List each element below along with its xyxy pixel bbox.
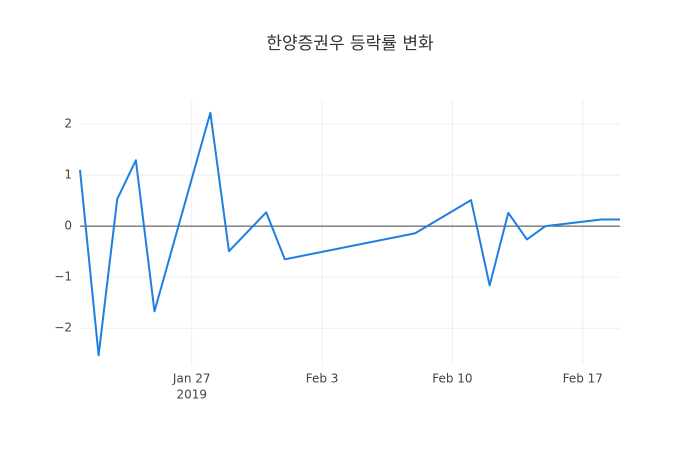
x-tick-label: Jan 27 [172,372,211,386]
x-tick-label: Feb 17 [563,372,603,386]
x-tick-label: Feb 3 [306,372,339,386]
x-year-label: 2019 [176,388,207,402]
y-tick-label: −1 [54,270,72,284]
y-tick-label: 2 [64,116,72,130]
y-tick-label: 0 [64,219,72,233]
x-tick-label: Feb 10 [432,372,472,386]
y-tick-label: 1 [64,168,72,182]
chart-title: 한양증권우 등락률 변화 [266,34,434,54]
line-series [79,111,620,357]
y-tick-label: −2 [54,321,72,335]
